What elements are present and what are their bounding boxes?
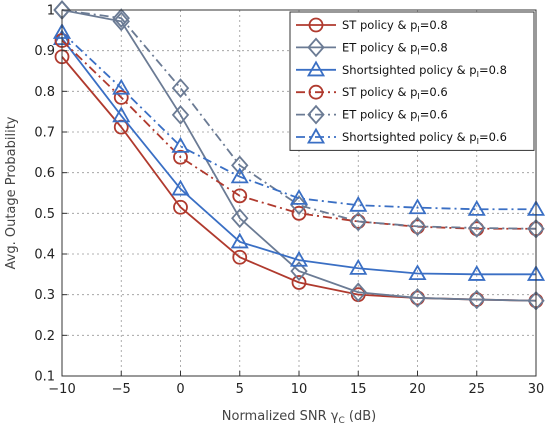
data-point <box>408 288 427 308</box>
series-line <box>61 9 537 230</box>
x-tick-label: −5 <box>112 382 131 397</box>
series-layer <box>52 0 546 311</box>
axis-ticks: −10 −5 0 5 10 15 20 25 30 0.1 0.2 0.3 0.4 0.5 0.6 0.7 0.… <box>34 4 544 398</box>
series-line <box>61 37 536 276</box>
y-tick-label: 0.8 <box>34 85 55 100</box>
legend-item: ET policy & pI=0.8 <box>296 37 448 58</box>
y-tick-label: 0.2 <box>34 329 55 344</box>
legend-label: ET policy & pI=0.6 <box>342 108 448 124</box>
data-point <box>112 8 130 28</box>
data-point <box>349 211 367 232</box>
data-point <box>171 78 190 98</box>
legend-marker <box>306 127 326 144</box>
data-point <box>173 149 188 165</box>
legend: ST policy & pI=0.8 ET policy & pI=0.8 Shor… <box>289 11 535 151</box>
legend-label: Shortsighted policy & pI=0.6 <box>342 130 507 146</box>
x-tick-label: −10 <box>48 382 75 397</box>
x-axis-label: Normalized SNR γC (dB) <box>222 409 376 426</box>
x-tick-label: 20 <box>409 382 426 397</box>
data-point <box>290 195 308 216</box>
data-point <box>230 232 249 249</box>
legend-item: Shortsighted policy & pI=0.6 <box>296 127 507 146</box>
data-point <box>112 78 131 95</box>
data-point <box>349 195 368 212</box>
legend-marker <box>308 17 324 33</box>
legend-item: Shortsighted policy & pI=0.8 <box>296 60 507 79</box>
x-axis-label-main: Normalized SNR γ <box>222 409 339 424</box>
data-point <box>231 155 249 176</box>
x-tick-label: 30 <box>528 382 545 397</box>
data-point <box>408 198 427 215</box>
data-point <box>408 216 427 237</box>
legend-item: ET policy & pI=0.6 <box>296 104 448 125</box>
data-point <box>468 289 486 310</box>
y-tick-label: 0.7 <box>34 126 55 141</box>
data-point <box>467 265 486 281</box>
series-2 <box>53 0 545 311</box>
legend-marker <box>307 37 325 58</box>
data-point <box>112 11 130 32</box>
x-axis-label-sub: C <box>338 416 344 426</box>
data-point <box>408 264 427 281</box>
data-point <box>468 218 486 238</box>
data-point <box>231 208 249 229</box>
series-line <box>61 9 537 302</box>
data-point <box>289 250 309 267</box>
data-point <box>232 249 248 265</box>
legend-marker <box>307 104 325 125</box>
x-tick-label: 0 <box>176 382 184 397</box>
x-tick-label: 25 <box>468 382 485 397</box>
data-point <box>289 188 309 205</box>
data-point <box>113 90 129 105</box>
data-point <box>171 136 190 153</box>
data-point <box>171 105 190 125</box>
data-point <box>232 188 248 204</box>
y-tick-label: 0.3 <box>34 288 55 303</box>
y-axis-label: Avg. Outage Probability <box>4 116 19 269</box>
data-point <box>112 106 131 123</box>
legend-label: ST policy & pI=0.8 <box>342 18 448 34</box>
data-point <box>349 258 368 275</box>
y-tick-label: 1 <box>47 4 55 19</box>
x-tick-label: 15 <box>350 382 367 397</box>
legend-marker <box>308 84 324 100</box>
data-point <box>173 199 188 215</box>
legend-box <box>289 11 535 151</box>
legend-marker <box>306 60 326 77</box>
x-tick-label: 5 <box>236 382 244 397</box>
legend-item: ST policy & pI=0.8 <box>296 17 448 34</box>
series-line <box>61 31 536 211</box>
y-tick-label: 0.9 <box>34 44 55 59</box>
data-point <box>291 275 307 290</box>
legend-label: ET policy & pI=0.8 <box>342 40 448 56</box>
legend-item: ST policy & pI=0.6 <box>296 84 448 101</box>
data-point <box>349 282 367 303</box>
data-point <box>171 179 190 196</box>
y-tick-label: 0.6 <box>34 166 55 181</box>
data-point <box>467 199 486 216</box>
data-point <box>290 261 308 281</box>
y-tick-label: 0.1 <box>34 370 55 385</box>
data-point <box>230 167 249 184</box>
y-tick-label: 0.5 <box>34 207 55 222</box>
x-tick-label: 10 <box>291 382 308 397</box>
x-axis-label-unit: (dB) <box>345 409 376 424</box>
legend-label: Shortsighted policy & pI=0.8 <box>342 63 507 79</box>
legend-label: ST policy & pI=0.6 <box>342 85 448 101</box>
y-tick-label: 0.4 <box>34 248 55 263</box>
data-point <box>291 205 307 221</box>
